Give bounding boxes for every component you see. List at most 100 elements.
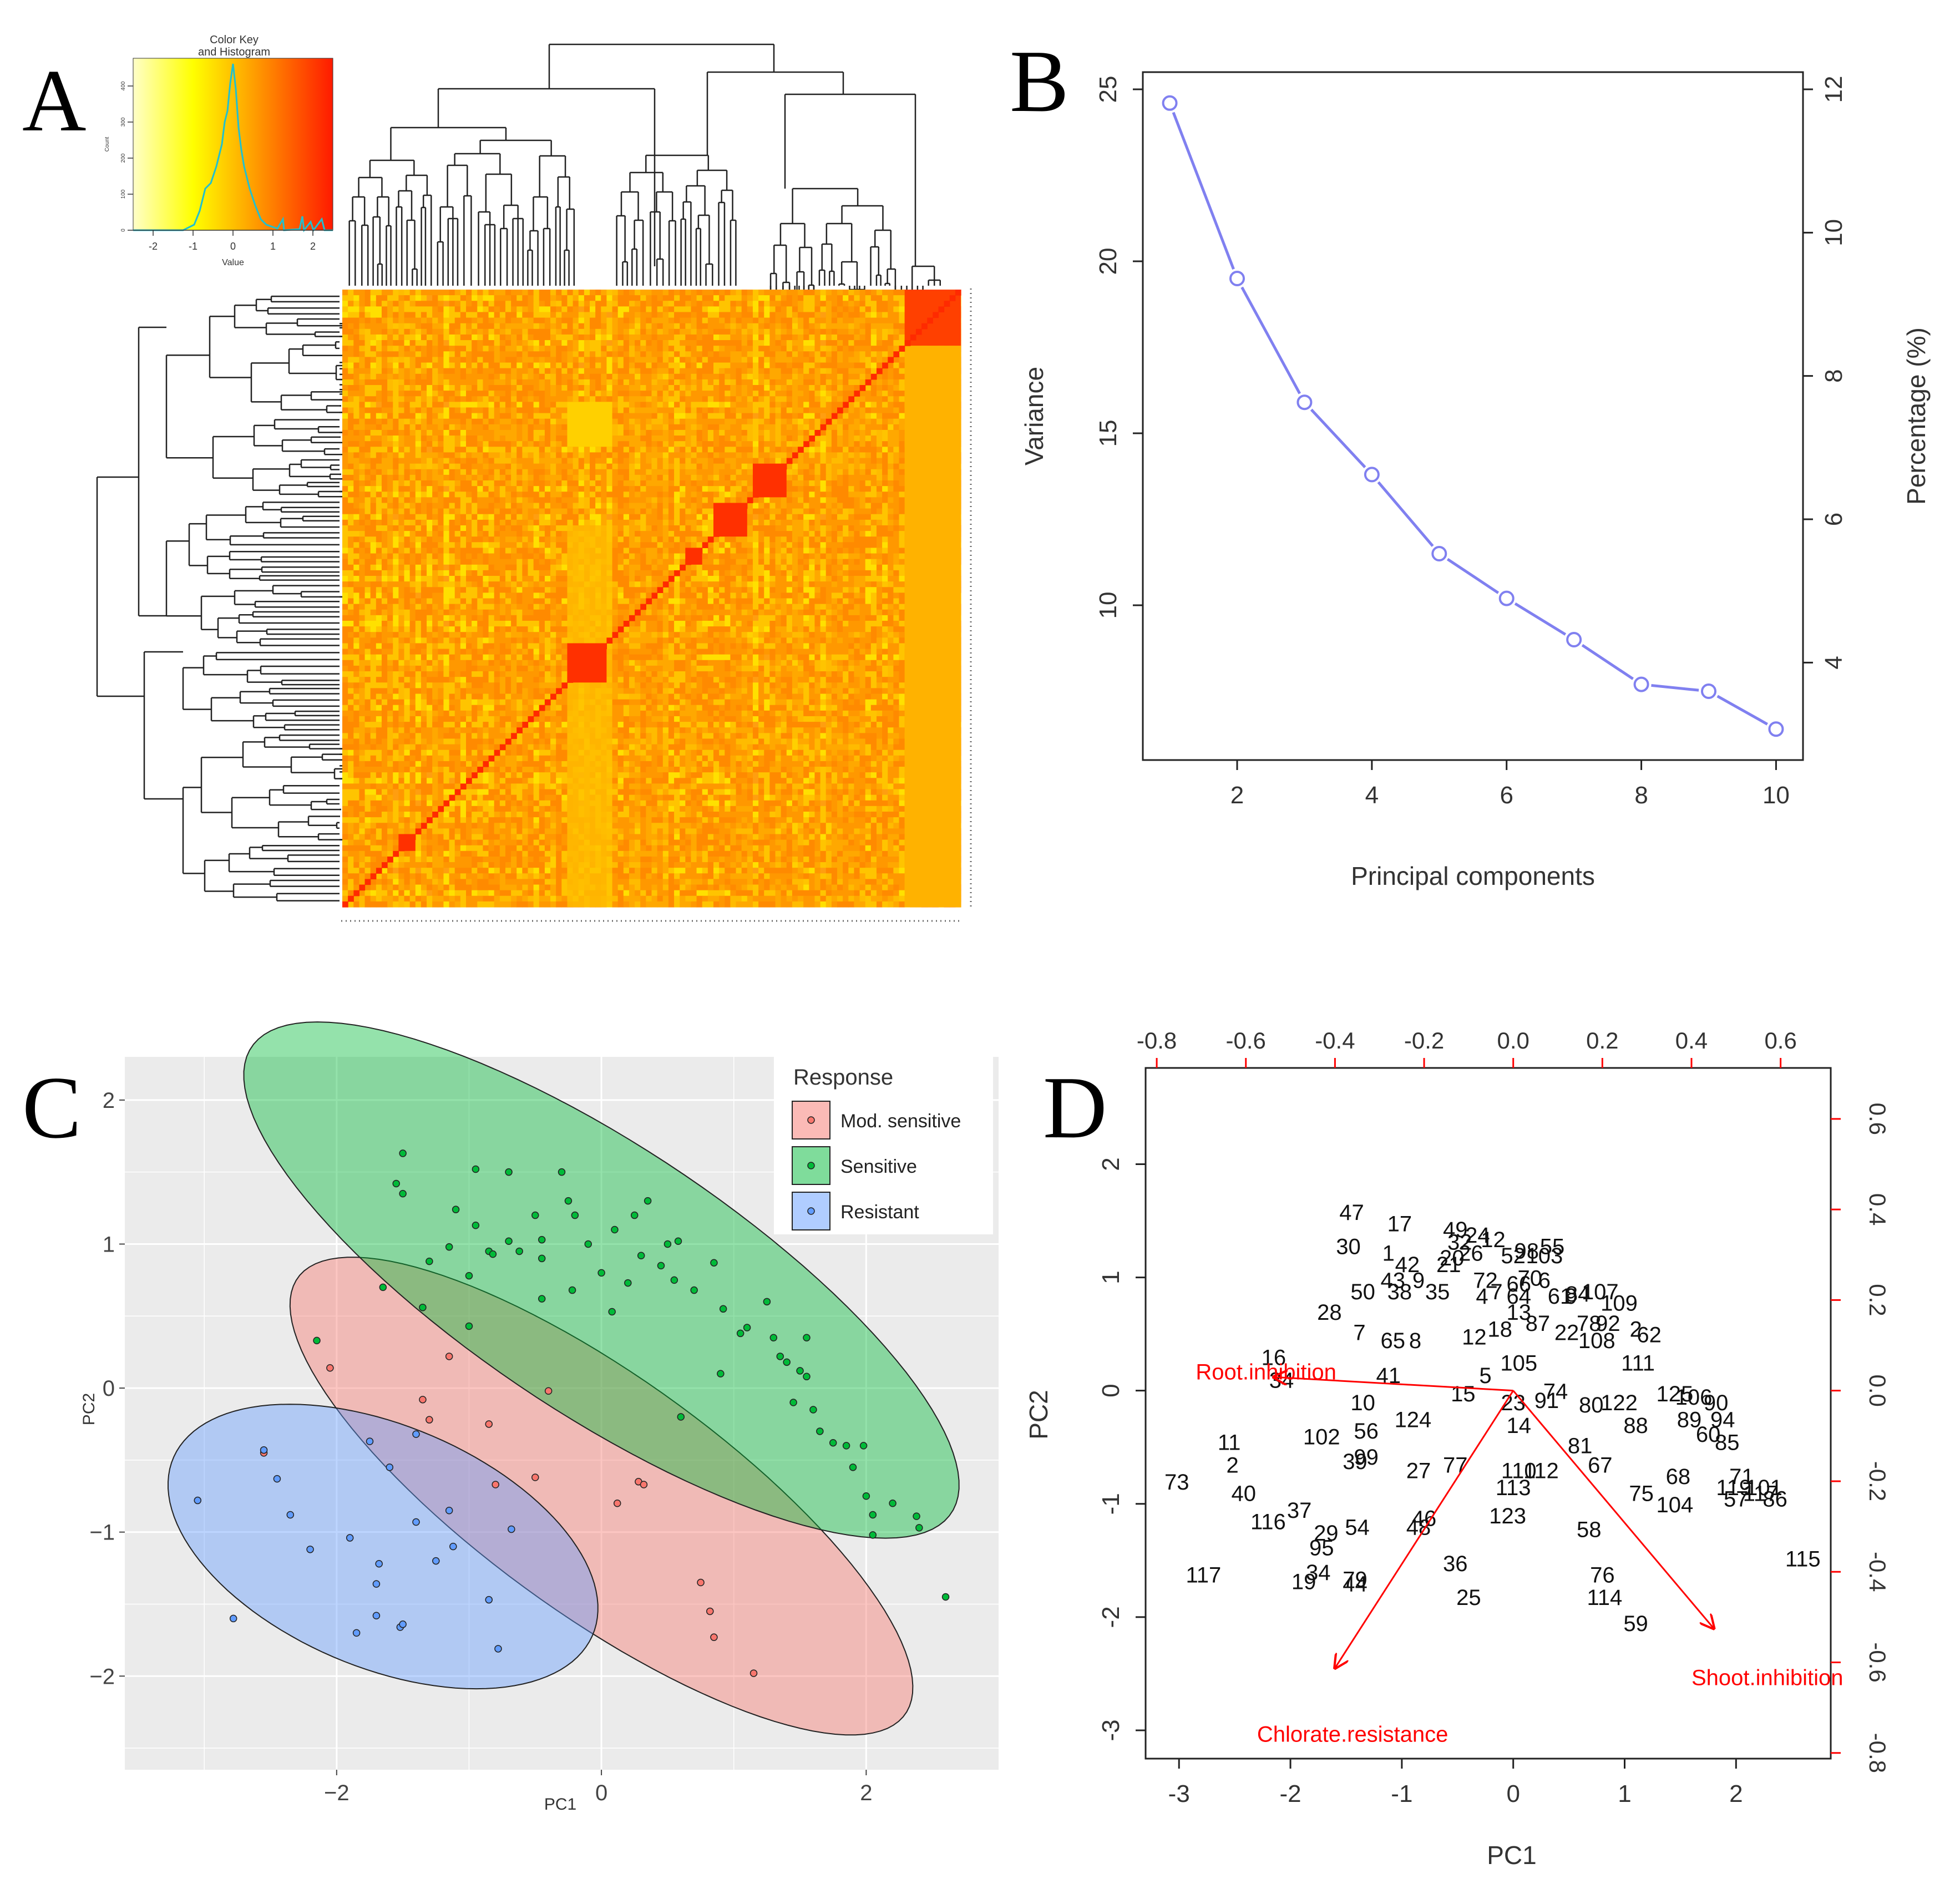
heatmap-cell xyxy=(567,306,574,313)
heatmap-cell xyxy=(876,463,883,470)
heatmap-cell xyxy=(741,328,748,335)
heatmap-cell xyxy=(499,373,506,380)
heatmap-cell xyxy=(348,469,354,475)
heatmap-cell xyxy=(466,368,472,374)
heatmap-cell xyxy=(454,312,461,318)
heatmap-cell xyxy=(516,295,523,301)
heatmap-cell xyxy=(719,379,725,386)
heatmap-cell xyxy=(752,402,759,408)
heatmap-cell xyxy=(820,379,827,386)
heatmap-cell xyxy=(472,480,478,487)
heatmap-cell xyxy=(809,486,816,492)
heatmap-cell xyxy=(814,306,821,313)
heatmap-cell xyxy=(741,407,748,414)
heatmap-cell xyxy=(893,429,900,436)
heatmap-cell xyxy=(427,447,433,453)
heatmap-cell xyxy=(342,435,348,442)
heatmap-cell xyxy=(522,323,529,330)
heatmap-cell xyxy=(398,346,405,352)
heatmap-cell xyxy=(443,396,450,402)
heatmap-cell xyxy=(528,306,534,313)
heatmap-cell xyxy=(348,458,354,464)
heatmap-cell xyxy=(696,328,703,335)
heatmap-cell xyxy=(882,447,888,453)
heatmap-cell xyxy=(544,328,551,335)
heatmap-cell xyxy=(809,328,816,335)
heatmap-cell xyxy=(376,452,382,459)
heatmap-cell xyxy=(590,346,596,352)
heatmap-cell xyxy=(438,346,444,352)
heatmap-cell xyxy=(893,301,900,307)
heatmap-cell xyxy=(376,295,382,301)
heatmap-cell xyxy=(466,379,472,386)
heatmap-cell xyxy=(674,290,680,296)
heatmap-cell xyxy=(550,295,556,301)
heatmap-cell xyxy=(831,295,838,301)
heatmap-cell xyxy=(550,424,556,431)
heatmap-cell xyxy=(668,441,675,447)
heatmap-cell xyxy=(573,317,579,324)
heatmap-cell xyxy=(854,334,860,341)
heatmap-cell xyxy=(702,351,708,358)
heatmap-cell xyxy=(550,379,556,386)
heatmap-cell xyxy=(533,328,540,335)
heatmap-cell xyxy=(466,301,472,307)
heatmap-cell xyxy=(876,373,883,380)
heatmap-cell xyxy=(752,373,759,380)
heatmap-cell xyxy=(370,463,377,470)
heatmap-cell xyxy=(854,441,860,447)
heatmap-cell xyxy=(550,362,556,369)
heatmap-cell xyxy=(786,312,793,318)
heatmap-cell xyxy=(584,373,590,380)
heatmap-cell xyxy=(769,368,776,374)
heatmap-cell xyxy=(483,362,489,369)
heatmap-cell xyxy=(803,357,809,363)
heatmap-cell xyxy=(803,447,809,453)
heatmap-cell xyxy=(640,391,646,397)
heatmap-cell xyxy=(859,357,866,363)
heatmap-cell xyxy=(438,334,444,341)
heatmap-cell xyxy=(629,492,635,498)
heatmap-cell xyxy=(736,362,742,369)
heatmap-cell xyxy=(348,418,354,425)
heatmap-cell xyxy=(353,357,360,363)
heatmap-cell xyxy=(674,447,680,453)
heatmap-cell xyxy=(584,486,590,492)
heatmap-cell xyxy=(499,357,506,363)
heatmap-cell xyxy=(483,486,489,492)
heatmap-cell xyxy=(623,447,630,453)
heatmap-cell xyxy=(781,424,787,431)
heatmap-cell xyxy=(820,290,827,296)
heatmap-cell xyxy=(488,306,495,313)
heatmap-cell xyxy=(601,340,607,346)
heatmap-cell xyxy=(533,391,540,397)
heatmap-cell xyxy=(432,458,438,464)
heatmap-cell xyxy=(477,312,484,318)
heatmap-cell xyxy=(427,328,433,335)
heatmap-cell xyxy=(544,317,551,324)
heatmap-cell xyxy=(348,323,354,330)
heatmap-cell xyxy=(798,312,804,318)
heatmap-cell xyxy=(680,424,686,431)
heatmap-cell xyxy=(544,340,551,346)
heatmap-cell xyxy=(685,407,692,414)
heatmap-cell xyxy=(837,413,843,419)
heatmap-cell xyxy=(741,351,748,358)
heatmap-cell xyxy=(809,480,816,487)
heatmap-cell xyxy=(674,469,680,475)
heatmap-cell xyxy=(635,441,641,447)
heatmap-cell xyxy=(421,346,427,352)
heatmap-cell xyxy=(725,323,731,330)
heatmap-cell xyxy=(657,492,664,498)
heatmap-cell xyxy=(477,418,484,425)
heatmap-cell xyxy=(393,469,399,475)
heatmap-cell xyxy=(736,418,742,425)
heatmap-cell xyxy=(544,334,551,341)
heatmap-cell xyxy=(511,295,517,301)
heatmap-cell xyxy=(730,295,737,301)
heatmap-cell xyxy=(567,452,574,459)
heatmap-cell xyxy=(769,290,776,296)
heatmap-cell xyxy=(736,452,742,459)
heatmap-cell xyxy=(809,396,816,402)
heatmap-cell xyxy=(460,497,467,504)
